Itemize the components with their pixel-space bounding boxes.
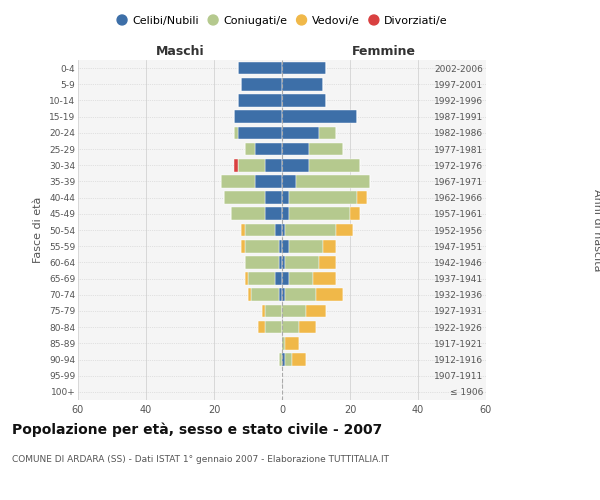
Y-axis label: Fasce di età: Fasce di età — [34, 197, 43, 263]
Bar — [282, 288, 286, 301]
Bar — [289, 192, 357, 204]
Bar — [309, 159, 360, 172]
Bar — [248, 288, 251, 301]
Bar — [282, 272, 289, 285]
Bar — [313, 272, 337, 285]
Bar — [245, 240, 278, 252]
Bar — [245, 142, 255, 156]
Bar — [241, 224, 245, 236]
Bar — [282, 126, 319, 139]
Bar — [286, 337, 299, 349]
Bar — [251, 288, 278, 301]
Bar — [238, 126, 282, 139]
Bar — [282, 224, 286, 236]
Bar — [238, 62, 282, 74]
Bar — [357, 192, 367, 204]
Bar — [286, 224, 337, 236]
Bar — [292, 353, 306, 366]
Bar — [289, 208, 350, 220]
Bar — [319, 126, 337, 139]
Bar — [245, 272, 248, 285]
Text: Femmine: Femmine — [352, 46, 416, 59]
Bar — [282, 208, 289, 220]
Bar — [224, 192, 265, 204]
Bar — [235, 126, 238, 139]
Bar — [241, 240, 245, 252]
Bar — [286, 288, 316, 301]
Bar — [265, 321, 282, 334]
Bar — [248, 272, 275, 285]
Bar — [241, 78, 282, 90]
Bar — [282, 62, 326, 74]
Bar — [282, 142, 309, 156]
Bar — [282, 192, 289, 204]
Bar — [282, 321, 299, 334]
Bar — [235, 110, 282, 123]
Text: COMUNE DI ARDARA (SS) - Dati ISTAT 1° gennaio 2007 - Elaborazione TUTTITALIA.IT: COMUNE DI ARDARA (SS) - Dati ISTAT 1° ge… — [12, 455, 389, 464]
Bar — [299, 321, 316, 334]
Bar — [282, 78, 323, 90]
Bar — [282, 110, 357, 123]
Bar — [255, 142, 282, 156]
Bar — [289, 240, 323, 252]
Bar — [286, 256, 319, 268]
Text: Maschi: Maschi — [155, 46, 205, 59]
Bar — [289, 272, 313, 285]
Bar — [319, 256, 337, 268]
Bar — [275, 272, 282, 285]
Bar — [282, 337, 286, 349]
Bar — [306, 304, 326, 318]
Bar — [235, 159, 238, 172]
Bar — [231, 208, 265, 220]
Bar — [278, 353, 282, 366]
Bar — [282, 159, 309, 172]
Bar — [265, 192, 282, 204]
Bar — [278, 240, 282, 252]
Bar — [337, 224, 353, 236]
Bar — [282, 256, 286, 268]
Bar — [278, 288, 282, 301]
Bar — [309, 142, 343, 156]
Bar — [316, 288, 343, 301]
Bar — [278, 256, 282, 268]
Bar — [296, 175, 370, 188]
Bar — [323, 240, 337, 252]
Bar — [265, 159, 282, 172]
Bar — [350, 208, 360, 220]
Bar — [286, 353, 292, 366]
Legend: Celibi/Nubili, Coniugati/e, Vedovi/e, Divorziati/e: Celibi/Nubili, Coniugati/e, Vedovi/e, Di… — [112, 10, 452, 30]
Bar — [282, 353, 286, 366]
Bar — [282, 94, 326, 107]
Text: Anni di nascita: Anni di nascita — [592, 188, 600, 271]
Bar — [245, 256, 278, 268]
Bar — [258, 321, 265, 334]
Bar — [265, 304, 282, 318]
Bar — [255, 175, 282, 188]
Bar — [245, 224, 275, 236]
Bar — [238, 94, 282, 107]
Bar — [282, 175, 296, 188]
Bar — [265, 208, 282, 220]
Bar — [282, 240, 289, 252]
Bar — [275, 224, 282, 236]
Bar — [221, 175, 255, 188]
Bar — [262, 304, 265, 318]
Text: Popolazione per età, sesso e stato civile - 2007: Popolazione per età, sesso e stato civil… — [12, 422, 382, 437]
Bar — [238, 159, 265, 172]
Bar — [282, 304, 306, 318]
